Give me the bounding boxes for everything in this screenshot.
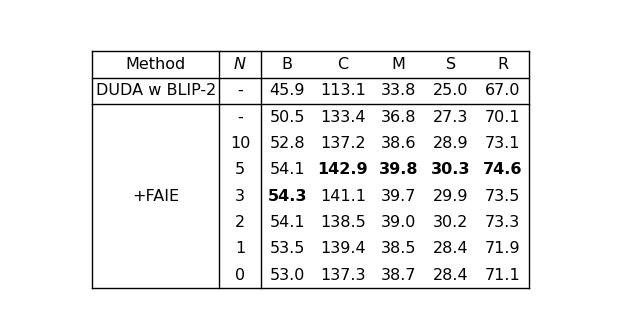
Text: Method: Method [125, 57, 186, 72]
Text: 133.4: 133.4 [320, 110, 365, 124]
Text: 33.8: 33.8 [381, 83, 417, 98]
Text: 71.1: 71.1 [485, 267, 521, 283]
Text: 28.4: 28.4 [433, 267, 468, 283]
Text: 53.0: 53.0 [269, 267, 305, 283]
Text: DUDA w BLIP-2: DUDA w BLIP-2 [95, 83, 216, 98]
Text: 38.7: 38.7 [381, 267, 417, 283]
Text: 67.0: 67.0 [485, 83, 520, 98]
Text: 30.3: 30.3 [431, 162, 470, 177]
Text: 30.2: 30.2 [433, 215, 468, 230]
Text: N: N [234, 57, 246, 72]
Text: 39.8: 39.8 [379, 162, 419, 177]
Text: 54.1: 54.1 [269, 215, 305, 230]
Text: 38.5: 38.5 [381, 241, 417, 256]
Text: 138.5: 138.5 [320, 215, 365, 230]
Text: 137.2: 137.2 [320, 136, 365, 151]
Text: 53.5: 53.5 [269, 241, 305, 256]
Text: 28.4: 28.4 [433, 241, 468, 256]
Text: 0: 0 [235, 267, 245, 283]
Text: 25.0: 25.0 [433, 83, 468, 98]
Text: R: R [497, 57, 508, 72]
Text: 74.6: 74.6 [483, 162, 523, 177]
Text: 137.3: 137.3 [320, 267, 365, 283]
Text: 73.1: 73.1 [485, 136, 520, 151]
Text: 27.3: 27.3 [433, 110, 468, 124]
Text: 54.3: 54.3 [268, 189, 307, 204]
Text: 50.5: 50.5 [269, 110, 305, 124]
Text: 28.9: 28.9 [433, 136, 468, 151]
Text: 71.9: 71.9 [485, 241, 521, 256]
Text: 39.7: 39.7 [381, 189, 417, 204]
Text: -: - [237, 110, 243, 124]
Text: M: M [392, 57, 406, 72]
Text: 39.0: 39.0 [381, 215, 417, 230]
Text: 3: 3 [235, 189, 245, 204]
Text: 141.1: 141.1 [320, 189, 366, 204]
Text: 5: 5 [235, 162, 245, 177]
Text: 45.9: 45.9 [269, 83, 305, 98]
Text: 139.4: 139.4 [320, 241, 365, 256]
Text: +FAIE: +FAIE [132, 189, 179, 204]
Text: 2: 2 [235, 215, 245, 230]
Text: 29.9: 29.9 [433, 189, 468, 204]
Text: 73.5: 73.5 [485, 189, 520, 204]
Text: 52.8: 52.8 [269, 136, 305, 151]
Text: 142.9: 142.9 [317, 162, 368, 177]
Text: C: C [337, 57, 348, 72]
Text: 38.6: 38.6 [381, 136, 417, 151]
Text: 70.1: 70.1 [485, 110, 521, 124]
Text: 73.3: 73.3 [485, 215, 520, 230]
Text: -: - [237, 83, 243, 98]
Text: 54.1: 54.1 [269, 162, 305, 177]
Text: 10: 10 [230, 136, 250, 151]
Text: B: B [282, 57, 292, 72]
Text: 113.1: 113.1 [320, 83, 366, 98]
Text: 36.8: 36.8 [381, 110, 417, 124]
Text: 1: 1 [235, 241, 245, 256]
Text: S: S [445, 57, 456, 72]
